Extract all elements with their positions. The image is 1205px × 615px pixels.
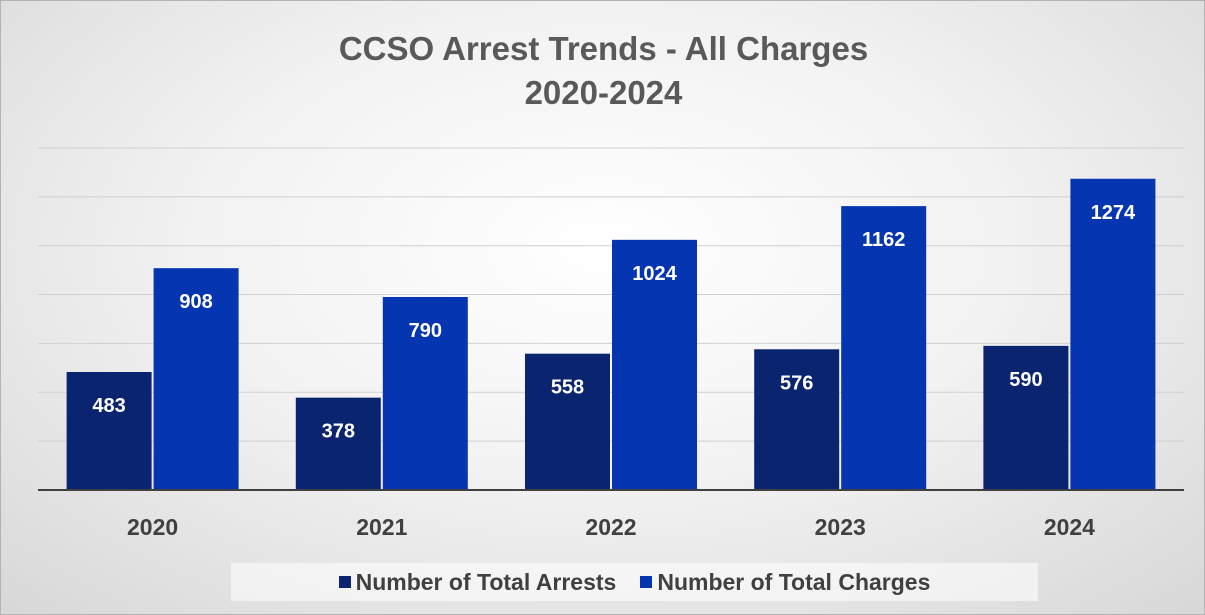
- bar: [841, 206, 927, 490]
- legend-label-charges: Number of Total Charges: [657, 568, 931, 595]
- bar: [612, 239, 697, 490]
- bar: [525, 353, 610, 490]
- x-tick-label: 2022: [585, 514, 636, 540]
- data-label: 576: [780, 372, 813, 394]
- chart-title-block: CCSO Arrest Trends - All Charges 2020-20…: [1, 27, 1205, 115]
- data-label: 558: [551, 377, 584, 399]
- bar: [1070, 178, 1156, 491]
- x-tick-label: 2021: [356, 514, 407, 540]
- data-label: 1274: [1091, 202, 1136, 224]
- x-tick-label: 2024: [1044, 514, 1095, 540]
- data-label: 483: [92, 395, 125, 417]
- data-label: 790: [409, 320, 442, 342]
- data-label: 590: [1009, 369, 1042, 391]
- legend-item-arrests: Number of Total Arrests: [338, 568, 617, 596]
- bar: [754, 349, 840, 490]
- x-tick-label: 2020: [127, 514, 178, 540]
- bar: [153, 268, 239, 490]
- legend-label-arrests: Number of Total Arrests: [355, 568, 617, 595]
- x-tick-label: 2023: [815, 514, 866, 540]
- legend: Number of Total Arrests Number of Total …: [231, 563, 1038, 601]
- data-label: 1024: [632, 263, 677, 285]
- chart-subtitle: 2020-2024: [524, 74, 683, 111]
- bar: [295, 397, 381, 490]
- data-label: 1162: [862, 229, 905, 251]
- legend-item-charges: Number of Total Charges: [640, 569, 930, 596]
- bar: [382, 297, 468, 490]
- data-label: 908: [179, 291, 212, 313]
- bar: [983, 345, 1069, 490]
- bar: [66, 372, 152, 490]
- chart-title: CCSO Arrest Trends - All Charges: [338, 30, 869, 67]
- data-label: 378: [322, 421, 355, 443]
- legend-swatch-charges: [640, 576, 653, 588]
- bar-chart-plot: 483 908 2020 378 790 2021 558 1024 2022 576 1162 20…: [38, 147, 1184, 540]
- legend-swatch-arrests: [338, 576, 351, 588]
